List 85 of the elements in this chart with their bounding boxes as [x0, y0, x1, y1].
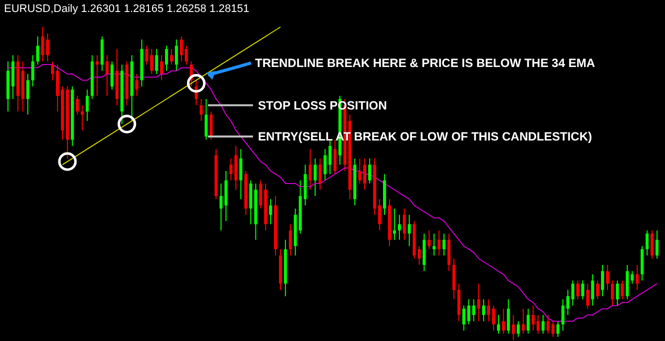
candlestick	[606, 264, 609, 290]
candlestick	[324, 148, 327, 181]
candlestick	[432, 233, 436, 256]
candlestick	[581, 280, 584, 300]
candlestick	[522, 308, 525, 334]
candlestick	[46, 32, 50, 62]
chart-title: EURUSD,Daily 1.26301 1.28165 1.26258 1.28151	[4, 3, 250, 15]
candlestick	[80, 104, 84, 131]
candlestick	[26, 73, 30, 116]
candlestick	[170, 48, 173, 66]
annotation: TRENDLINE BREAK HERE & PRICE IS BELOW THE 34 EMA	[255, 56, 596, 70]
candlestick	[496, 314, 500, 334]
candlestick	[204, 98, 208, 140]
candlestick	[487, 298, 490, 322]
candlestick	[210, 111, 213, 140]
candlestick	[428, 230, 431, 250]
candlestick	[438, 230, 441, 256]
candlestick	[526, 308, 530, 334]
candlestick	[636, 264, 639, 290]
candlestick	[646, 230, 649, 256]
candlestick	[220, 183, 223, 231]
candlestick	[616, 280, 619, 306]
candlestick	[96, 54, 99, 96]
candlestick	[536, 314, 540, 334]
candlestick	[408, 214, 411, 247]
candlestick	[630, 270, 634, 284]
candlestick	[229, 158, 232, 181]
candlestick	[546, 314, 550, 334]
candlestick	[200, 98, 203, 122]
candlestick	[442, 233, 446, 256]
candlestick	[492, 305, 496, 332]
candlestick	[656, 230, 659, 260]
candlestick	[106, 54, 109, 96]
candlestick	[576, 280, 580, 300]
candlestick	[333, 139, 336, 175]
candlestick	[506, 298, 510, 334]
candlestick	[86, 89, 89, 122]
candlestick	[239, 148, 242, 200]
candlestick	[556, 320, 560, 338]
candlestick	[269, 198, 272, 225]
candlestick	[392, 208, 396, 240]
candlestick	[184, 45, 188, 66]
candlestick	[110, 60, 114, 90]
candlestick	[477, 283, 480, 322]
candlestick	[180, 36, 183, 62]
candlestick	[620, 280, 624, 300]
candlestick	[566, 289, 570, 316]
candlestick	[512, 314, 515, 340]
candlestick	[402, 208, 406, 240]
candlestick	[174, 39, 178, 72]
candlestick	[314, 158, 317, 197]
candlestick	[308, 148, 312, 190]
candlestick	[542, 314, 545, 334]
candlestick	[259, 180, 262, 210]
candlestick	[591, 274, 594, 306]
candlestick	[135, 73, 138, 96]
candlestick	[516, 320, 520, 338]
candlestick	[610, 280, 614, 306]
candlestick	[318, 158, 322, 190]
candlestick	[551, 320, 554, 338]
candlestick	[571, 280, 574, 306]
candlestick	[155, 48, 158, 74]
candlestick	[51, 60, 54, 81]
candlestick	[41, 26, 44, 62]
candlestick	[561, 298, 564, 332]
candlestick	[378, 198, 382, 231]
candlestick	[368, 158, 372, 184]
candlestick	[482, 298, 486, 322]
candlestick	[532, 305, 535, 332]
candlestick	[502, 308, 505, 334]
candlestick	[601, 264, 604, 297]
ref-line-label: ENTRY(SELL AT BREAK OF LOW OF THIS CANDLESTICK)	[258, 130, 592, 144]
candlestick	[36, 36, 40, 66]
candlestick	[160, 54, 164, 81]
candlestick	[586, 283, 590, 310]
candlestick	[398, 214, 401, 240]
candlestick	[596, 280, 600, 300]
candlestick	[31, 54, 34, 87]
candlestick	[288, 224, 292, 256]
candlestick	[76, 95, 79, 116]
candlestick	[650, 230, 654, 260]
candlestick	[462, 305, 466, 332]
candlestick	[145, 45, 148, 66]
candlestick	[165, 45, 168, 72]
candlestick	[150, 48, 154, 74]
